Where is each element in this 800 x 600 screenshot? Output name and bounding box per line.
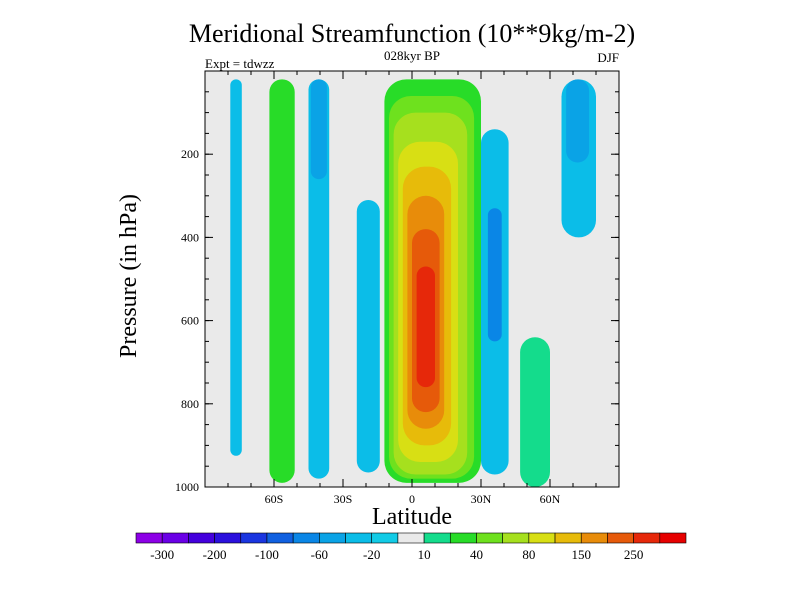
contour-region-neg-sh-mid-core: [310, 79, 327, 180]
colorbar-swatch: [188, 532, 215, 544]
colorbar-swatch: [135, 532, 163, 544]
colorbar-swatch: [240, 532, 268, 544]
colorbar-swatch: [292, 532, 320, 544]
x-tick-label: 0: [409, 492, 415, 506]
x-tick-label: 30N: [471, 492, 492, 506]
y-tick-label: 600: [181, 314, 199, 328]
colorbar-swatch: [502, 532, 530, 544]
left-label: Expt = tdwzz: [205, 56, 275, 71]
colorbar-swatch: [161, 532, 189, 544]
colorbar-label: 80: [522, 547, 535, 562]
contour-region-pos-nh-band: [520, 337, 550, 487]
colorbar-label: -200: [203, 547, 227, 562]
colorbar-swatch: [476, 532, 503, 544]
chart-title: Meridional Streamfunction (10**9kg/m-2): [189, 19, 635, 48]
colorbar-swatch: [580, 532, 608, 544]
colorbar-swatch: [319, 532, 346, 544]
x-tick-label: 30S: [334, 492, 353, 506]
y-tick-label: 400: [181, 230, 199, 244]
y-tick-label: 800: [181, 397, 199, 411]
contour-region-neg-sh-outer: [230, 79, 242, 456]
contour-region-neg-sh-inner: [356, 199, 380, 473]
colorbar-swatch: [397, 532, 425, 544]
colorbar-label: 40: [470, 547, 483, 562]
x-tick-label: 60S: [265, 492, 284, 506]
colorbar-swatch: [449, 532, 477, 544]
colorbar-swatch: [554, 532, 582, 544]
contour-region-hadley-cell-200: [416, 266, 435, 388]
colorbar-label: -60: [311, 547, 328, 562]
colorbar-swatch: [423, 532, 451, 544]
axis-layer: 60S 30S 0 30N 60N 200 400 600 800 1000: [175, 71, 619, 506]
colorbar-swatch: [659, 532, 687, 544]
field-layer: [230, 79, 596, 487]
colorbar-swatch: [371, 532, 399, 544]
contour-region-neg-nh-ferrel-core: [487, 208, 502, 342]
colorbar-label: -20: [363, 547, 380, 562]
y-tick-label: 200: [181, 147, 199, 161]
x-tick-label: 60N: [540, 492, 561, 506]
colorbar-label: 250: [624, 547, 644, 562]
x-axis-label: Latitude: [372, 504, 452, 530]
contour-region-pos-sh-band: [269, 79, 295, 483]
colorbar-label: 150: [571, 547, 591, 562]
right-label: DJF: [597, 50, 619, 65]
contour-region-neg-nh-polar-core: [566, 79, 590, 163]
colorbar-label: -100: [255, 547, 279, 562]
colorbar-swatch: [528, 532, 556, 544]
colorbar: -300 -200 -100 -60 -20 10 40 80 150 250: [135, 532, 687, 562]
colorbar-label: -300: [150, 547, 174, 562]
chart-subtitle: 028kyr BP: [384, 48, 440, 63]
y-tick-label: 1000: [175, 480, 199, 494]
contour-region-neg-sh-mid: [308, 79, 330, 479]
colorbar-swatch: [633, 532, 661, 544]
colorbar-swatch: [266, 532, 294, 544]
colorbar-swatch: [345, 532, 373, 544]
colorbar-swatch: [214, 532, 242, 544]
y-axis-label: Pressure (in hPa): [116, 194, 142, 358]
colorbar-swatch: [607, 532, 634, 544]
colorbar-label: 10: [418, 547, 431, 562]
